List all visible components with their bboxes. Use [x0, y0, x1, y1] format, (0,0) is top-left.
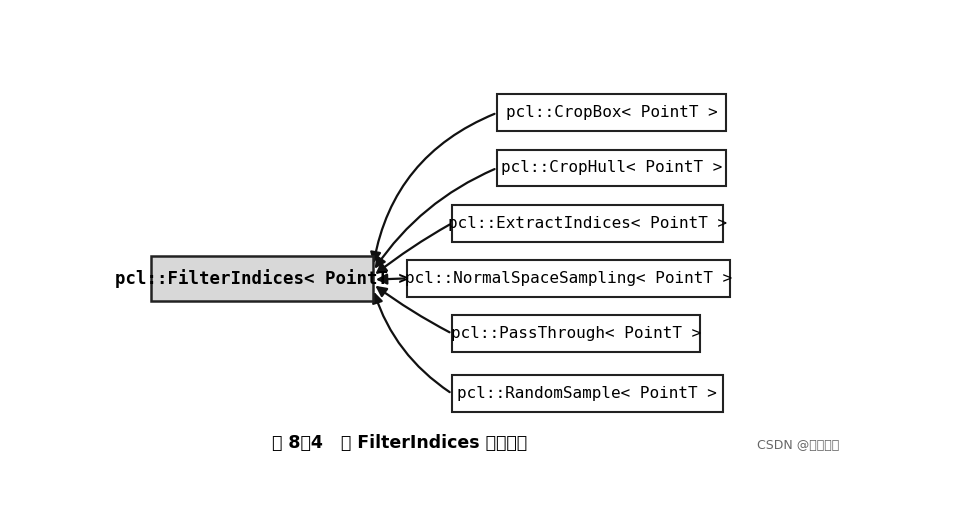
Text: 图 8－4   类 FilterIndices 继承关系: 图 8－4 类 FilterIndices 继承关系 — [271, 434, 526, 452]
Text: pcl::CropBox< PointT >: pcl::CropBox< PointT > — [506, 105, 717, 121]
FancyBboxPatch shape — [452, 315, 700, 352]
Text: pcl::RandomSample< PointT >: pcl::RandomSample< PointT > — [457, 386, 716, 401]
FancyBboxPatch shape — [452, 205, 722, 242]
FancyBboxPatch shape — [496, 95, 726, 131]
FancyBboxPatch shape — [496, 150, 726, 186]
Text: pcl::FilterIndices< PointT >: pcl::FilterIndices< PointT > — [115, 269, 409, 288]
Text: pcl::ExtractIndices< PointT >: pcl::ExtractIndices< PointT > — [448, 216, 726, 230]
Text: pcl::CropHull< PointT >: pcl::CropHull< PointT > — [501, 160, 722, 175]
FancyBboxPatch shape — [407, 260, 730, 297]
FancyBboxPatch shape — [452, 375, 722, 412]
Text: CSDN @开山还兰: CSDN @开山还兰 — [756, 439, 838, 452]
Text: pcl::PassThrough< PointT >: pcl::PassThrough< PointT > — [451, 326, 701, 341]
Text: pcl::NormalSpaceSampling< PointT >: pcl::NormalSpaceSampling< PointT > — [404, 271, 732, 286]
FancyBboxPatch shape — [151, 256, 373, 301]
